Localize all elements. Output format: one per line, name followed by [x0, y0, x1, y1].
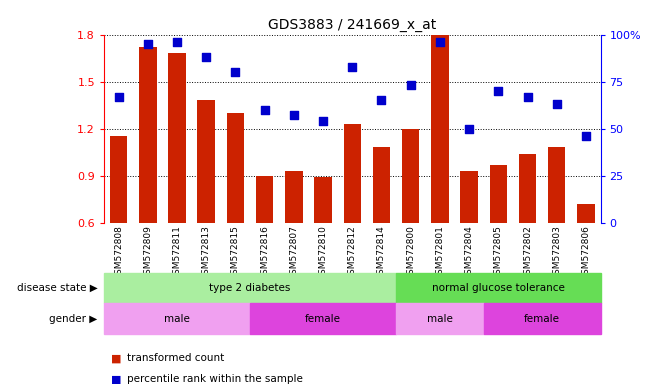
Text: GSM572808: GSM572808 [114, 225, 123, 280]
Text: GSM572804: GSM572804 [464, 225, 474, 280]
Bar [104, 273, 396, 303]
Bar [197, 101, 215, 223]
Text: GSM572807: GSM572807 [289, 225, 299, 280]
Text: female: female [305, 314, 341, 324]
Bar [104, 303, 250, 334]
Bar [396, 303, 484, 334]
Text: female: female [524, 314, 560, 324]
Point [493, 88, 504, 94]
Bar [402, 129, 419, 223]
Point [405, 82, 416, 88]
Point [113, 94, 124, 100]
Text: GSM572801: GSM572801 [435, 225, 444, 280]
Bar [548, 147, 566, 223]
Bar [577, 204, 595, 223]
Bar [344, 124, 361, 223]
Point [552, 101, 562, 107]
Bar [372, 147, 391, 223]
Title: GDS3883 / 241669_x_at: GDS3883 / 241669_x_at [268, 18, 436, 32]
Text: GSM572813: GSM572813 [202, 225, 211, 280]
Point [347, 63, 358, 70]
Point [289, 113, 299, 119]
Bar [396, 273, 601, 303]
Bar [227, 113, 244, 223]
Text: normal glucose tolerance: normal glucose tolerance [432, 283, 565, 293]
Point [259, 107, 270, 113]
Text: male: male [164, 314, 190, 324]
Point [201, 54, 211, 60]
Text: GSM572812: GSM572812 [348, 225, 357, 280]
Point [464, 126, 474, 132]
Text: percentile rank within the sample: percentile rank within the sample [127, 374, 303, 384]
Bar [250, 303, 396, 334]
Text: GSM572800: GSM572800 [406, 225, 415, 280]
Bar [519, 154, 536, 223]
Text: GSM572802: GSM572802 [523, 225, 532, 280]
Text: disease state ▶: disease state ▶ [17, 283, 97, 293]
Bar [110, 136, 127, 223]
Text: GSM572814: GSM572814 [377, 225, 386, 280]
Text: GSM572815: GSM572815 [231, 225, 240, 280]
Text: type 2 diabetes: type 2 diabetes [209, 283, 291, 293]
Text: ■: ■ [111, 374, 121, 384]
Text: transformed count: transformed count [127, 353, 225, 363]
Text: GSM572816: GSM572816 [260, 225, 269, 280]
Text: GSM572806: GSM572806 [582, 225, 590, 280]
Text: gender ▶: gender ▶ [49, 314, 97, 324]
Point [317, 118, 328, 124]
Text: ■: ■ [111, 353, 121, 363]
Point [435, 39, 446, 45]
Text: GSM572803: GSM572803 [552, 225, 561, 280]
Point [522, 94, 533, 100]
Point [376, 98, 387, 104]
Bar [256, 176, 273, 223]
Bar [139, 47, 156, 223]
Point [142, 41, 153, 47]
Text: male: male [427, 314, 453, 324]
Text: GSM572811: GSM572811 [172, 225, 182, 280]
Bar [484, 303, 601, 334]
Bar [314, 177, 332, 223]
Point [230, 69, 241, 75]
Text: GSM572805: GSM572805 [494, 225, 503, 280]
Bar [168, 53, 186, 223]
Bar [490, 165, 507, 223]
Bar [285, 171, 303, 223]
Text: GSM572810: GSM572810 [319, 225, 327, 280]
Bar [460, 171, 478, 223]
Point [580, 133, 591, 139]
Bar [431, 35, 449, 223]
Text: GSM572809: GSM572809 [144, 225, 152, 280]
Point [172, 39, 183, 45]
